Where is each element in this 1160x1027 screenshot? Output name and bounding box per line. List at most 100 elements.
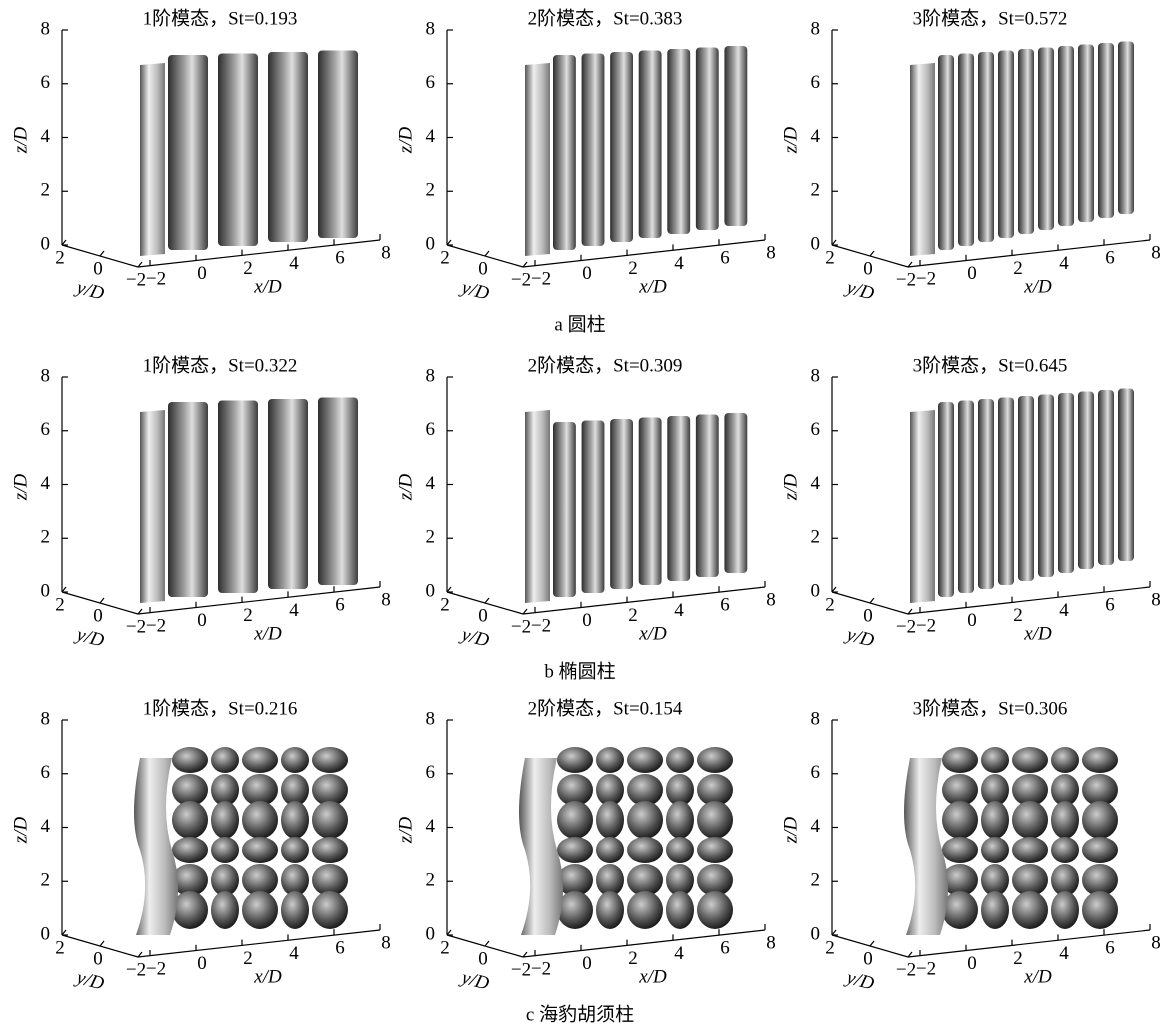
vortex-blob [1012, 801, 1048, 839]
vortex-blob [242, 747, 278, 773]
z-tick-label: 2 [41, 527, 51, 548]
vortex-blob [596, 747, 624, 773]
vortex-blob [627, 801, 663, 839]
y-tick-label: −2 [126, 616, 146, 637]
z-tick-label: 6 [426, 72, 436, 93]
x-tick-label: 2 [1013, 605, 1023, 626]
x-axis-label: x/D [253, 623, 282, 644]
y-tick [870, 251, 874, 256]
panel: 1阶模态，St=0.21602468z/D20−2y/D−202468x/D [10, 697, 390, 994]
x-tick-label: −2 [531, 958, 551, 979]
z-tick-label: 2 [811, 870, 821, 891]
vortex-sheet [1058, 46, 1074, 226]
x-tick-label: 2 [628, 258, 638, 279]
z-tick-label: 4 [41, 816, 51, 837]
y-tick-label: −2 [896, 959, 916, 980]
y-axis-label: y/D [457, 277, 491, 305]
z-tick-label: 2 [811, 527, 821, 548]
vortex-sheet [318, 398, 358, 586]
y-tick-label: 2 [440, 247, 450, 268]
vortex-blob [1082, 837, 1118, 863]
vortex-sheet [639, 51, 662, 239]
vortex-sheet [724, 413, 747, 573]
y-tick-label: 2 [55, 937, 65, 958]
z-tick-label: 4 [426, 126, 436, 147]
vortex-sheet [268, 52, 308, 242]
isosurface [910, 42, 1134, 257]
z-tick-label: 8 [426, 365, 436, 386]
cylinder [140, 410, 165, 603]
z-axis-label: z/D [395, 474, 416, 502]
vortex-blob [1012, 837, 1048, 863]
x-tick-label: 0 [582, 610, 592, 631]
y-tick [485, 941, 489, 946]
z-tick-label: 0 [811, 923, 821, 944]
isosurface [904, 747, 1118, 935]
x-tick-label: 0 [967, 610, 977, 631]
cylinder [519, 758, 563, 935]
cylinder [904, 758, 948, 935]
x-tick-label: 8 [381, 932, 391, 953]
y-tick-label: 0 [863, 258, 873, 279]
z-axis-label: z/D [10, 474, 31, 502]
x-tick-label: 0 [582, 953, 592, 974]
z-tick-label: 0 [41, 233, 51, 254]
vortex-blob [1051, 837, 1079, 863]
x-tick-label: 6 [1105, 938, 1115, 959]
x-tick-label: 6 [720, 938, 730, 959]
z-tick-label: 8 [41, 708, 51, 729]
vortex-blob [697, 837, 733, 863]
vortex-blob [697, 747, 733, 773]
z-tick-label: 2 [41, 870, 51, 891]
panel: 2阶模态，St=0.38302468z/D20−2y/D−202468x/D [395, 7, 775, 304]
x-tick-label: 6 [720, 595, 730, 616]
x-axis-label: x/D [1023, 966, 1052, 987]
vortex-sheet [1078, 392, 1094, 570]
x-tick-label: 6 [1105, 595, 1115, 616]
panel: 1阶模态，St=0.19302468z/D20−2y/D−202468x/D [10, 7, 390, 304]
x-tick-label: 4 [1059, 253, 1069, 274]
isosurface [140, 398, 358, 604]
isosurface [140, 51, 358, 257]
vortex-sheet [978, 399, 994, 589]
vortex-sheet [582, 421, 605, 594]
vortex-blob [942, 747, 978, 773]
panel: 2阶模态，St=0.15402468z/D20−2y/D−202468x/D [395, 697, 775, 994]
x-tick-label: 2 [243, 258, 253, 279]
z-tick-label: 8 [41, 365, 51, 386]
z-tick-label: 2 [426, 527, 436, 548]
vortex-sheet [1098, 390, 1114, 565]
x-tick-label: 2 [628, 605, 638, 626]
row-caption: a 圆柱 [554, 313, 605, 335]
y-tick-label: 0 [863, 605, 873, 626]
z-tick-label: 6 [41, 419, 51, 440]
cylinder [140, 63, 165, 256]
x-tick-label: 0 [197, 953, 207, 974]
vortex-sheet [553, 422, 576, 597]
vortex-blob [666, 801, 694, 839]
vortex-blob [627, 891, 663, 929]
z-tick-label: 6 [426, 419, 436, 440]
vortex-blob [596, 891, 624, 929]
vortex-sheet [958, 401, 974, 594]
z-axis-label: z/D [10, 127, 31, 155]
panel-title: 1阶模态，St=0.193 [143, 7, 298, 29]
z-tick-label: 2 [41, 180, 51, 201]
vortex-sheet [553, 55, 576, 250]
y-tick-label: 0 [863, 948, 873, 969]
vortex-sheet [1038, 48, 1054, 231]
x-tick-label: −2 [146, 958, 166, 979]
x-tick-label: 0 [967, 263, 977, 284]
y-axis-label: y/D [72, 624, 106, 652]
vortex-blob [172, 801, 208, 839]
y-tick-label: −2 [126, 269, 146, 290]
cylinder [134, 758, 178, 935]
z-tick-label: 0 [41, 580, 51, 601]
z-tick-label: 0 [426, 923, 436, 944]
z-tick-label: 0 [41, 923, 51, 944]
z-axis-label: z/D [10, 817, 31, 845]
x-axis-label: x/D [253, 276, 282, 297]
z-tick-label: 8 [41, 18, 51, 39]
vortex-blob [312, 837, 348, 863]
x-axis-label: x/D [253, 966, 282, 987]
